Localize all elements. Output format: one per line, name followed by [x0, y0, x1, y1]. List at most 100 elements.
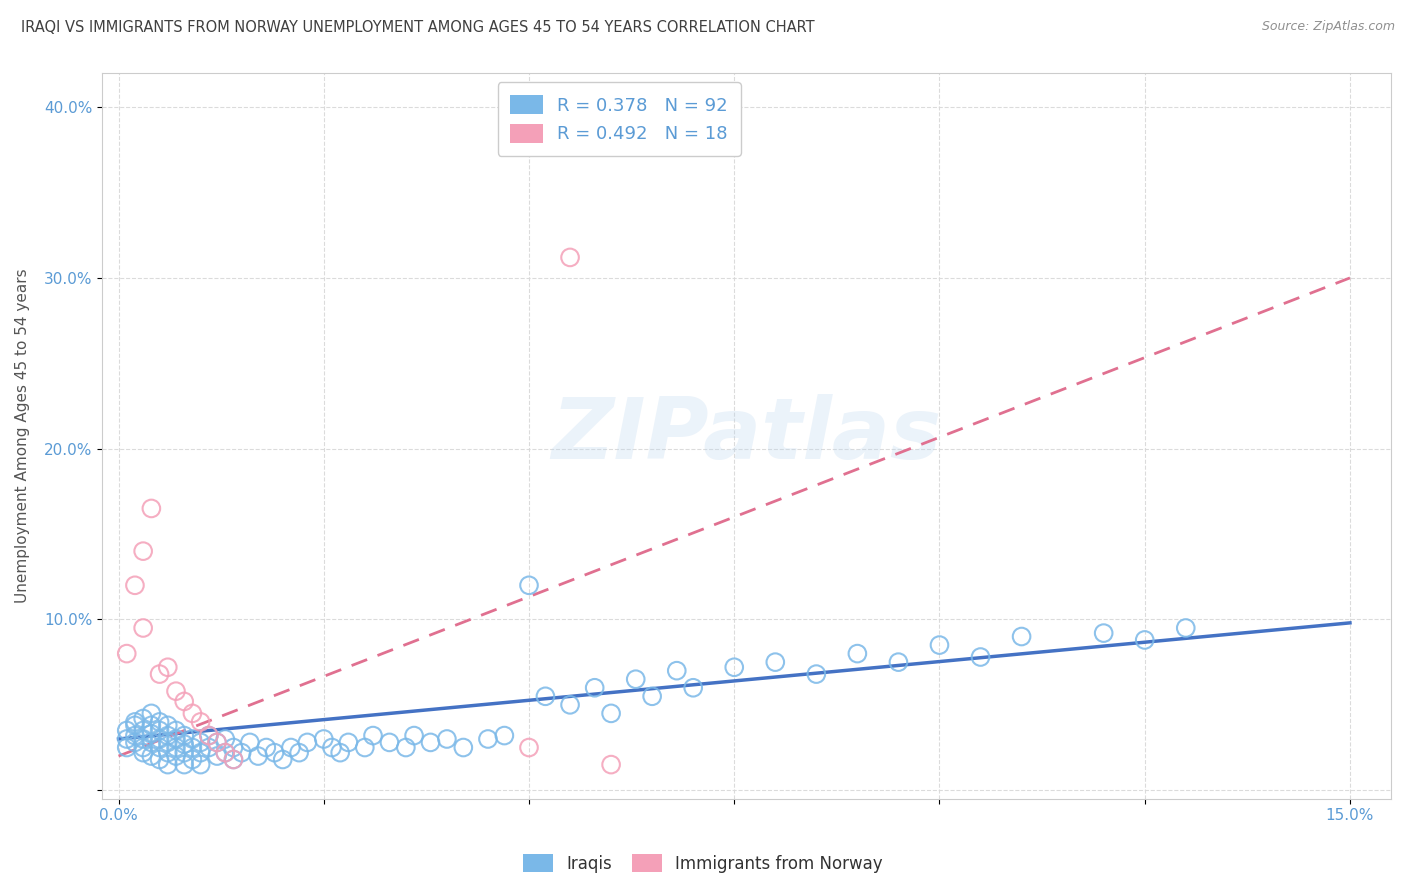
Point [1092, 626, 1115, 640]
Point [600, 706, 623, 721]
Point [214, 746, 236, 760]
Point [682, 681, 704, 695]
Point [419, 735, 441, 749]
Point [141, 706, 163, 721]
Point [165, 749, 187, 764]
Point [887, 655, 910, 669]
Point [288, 746, 311, 760]
Point [148, 667, 170, 681]
Point [132, 723, 155, 738]
Point [124, 718, 146, 732]
Point [132, 746, 155, 760]
Point [361, 729, 384, 743]
Point [115, 731, 138, 746]
Point [222, 740, 245, 755]
Point [132, 731, 155, 746]
Point [239, 735, 262, 749]
Point [132, 544, 155, 558]
Point [173, 737, 195, 751]
Point [115, 740, 138, 755]
Point [124, 578, 146, 592]
Point [173, 757, 195, 772]
Point [165, 740, 187, 755]
Point [254, 740, 277, 755]
Point [928, 638, 950, 652]
Point [141, 735, 163, 749]
Point [436, 731, 458, 746]
Point [148, 740, 170, 755]
Point [124, 729, 146, 743]
Point [115, 647, 138, 661]
Legend: R = 0.378   N = 92, R = 0.492   N = 18: R = 0.378 N = 92, R = 0.492 N = 18 [498, 82, 741, 156]
Point [198, 729, 221, 743]
Point [846, 647, 869, 661]
Point [148, 723, 170, 738]
Point [297, 735, 319, 749]
Point [190, 714, 212, 729]
Point [190, 735, 212, 749]
Point [190, 746, 212, 760]
Point [124, 714, 146, 729]
Point [165, 684, 187, 698]
Point [181, 731, 204, 746]
Point [156, 729, 179, 743]
Point [198, 729, 221, 743]
Point [231, 746, 253, 760]
Point [141, 727, 163, 741]
Point [517, 578, 540, 592]
Point [395, 740, 418, 755]
Point [205, 735, 228, 749]
Point [337, 735, 360, 749]
Point [156, 746, 179, 760]
Point [763, 655, 786, 669]
Point [148, 731, 170, 746]
Point [181, 740, 204, 755]
Point [600, 757, 623, 772]
Point [494, 729, 516, 743]
Point [806, 667, 828, 681]
Point [453, 740, 475, 755]
Point [156, 660, 179, 674]
Point [156, 718, 179, 732]
Point [247, 749, 270, 764]
Point [132, 621, 155, 635]
Point [141, 718, 163, 732]
Point [1174, 621, 1197, 635]
Point [723, 660, 745, 674]
Point [378, 735, 401, 749]
Point [132, 740, 155, 755]
Point [280, 740, 302, 755]
Point [1011, 630, 1033, 644]
Point [115, 723, 138, 738]
Point [214, 731, 236, 746]
Point [641, 690, 664, 704]
Point [271, 752, 294, 766]
Point [558, 251, 581, 265]
Y-axis label: Unemployment Among Ages 45 to 54 years: Unemployment Among Ages 45 to 54 years [15, 268, 30, 603]
Point [583, 681, 606, 695]
Point [165, 723, 187, 738]
Point [312, 731, 335, 746]
Point [624, 672, 647, 686]
Point [156, 757, 179, 772]
Point [263, 746, 285, 760]
Point [321, 740, 343, 755]
Point [165, 731, 187, 746]
Point [132, 711, 155, 725]
Point [477, 731, 499, 746]
Point [156, 735, 179, 749]
Text: ZIPatlas: ZIPatlas [551, 394, 942, 477]
Point [141, 501, 163, 516]
Point [148, 714, 170, 729]
Point [148, 752, 170, 766]
Point [173, 694, 195, 708]
Point [353, 740, 375, 755]
Point [1133, 632, 1156, 647]
Point [404, 729, 426, 743]
Legend: Iraqis, Immigrants from Norway: Iraqis, Immigrants from Norway [516, 847, 890, 880]
Point [141, 749, 163, 764]
Point [534, 690, 557, 704]
Point [665, 664, 688, 678]
Point [517, 740, 540, 755]
Point [329, 746, 352, 760]
